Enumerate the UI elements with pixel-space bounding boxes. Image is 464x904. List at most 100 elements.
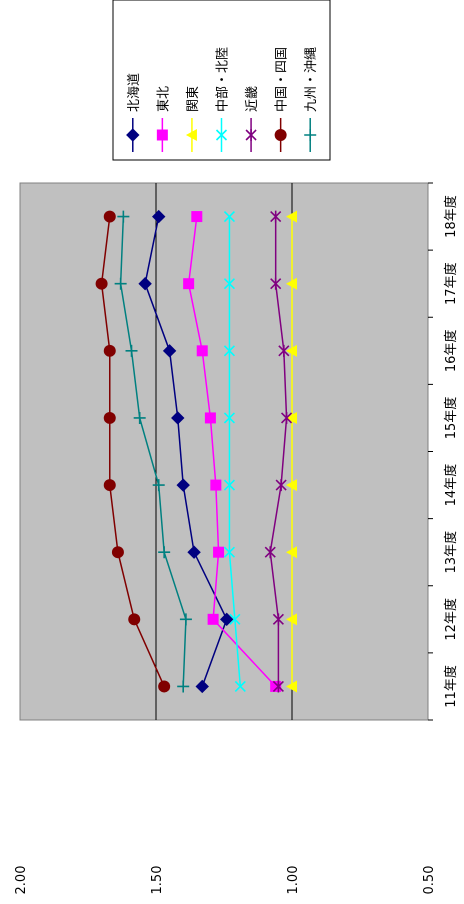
data-point (275, 479, 287, 492)
legend-marker (274, 129, 287, 141)
x-tick-label: 15年度 (443, 397, 459, 440)
data-point (162, 344, 177, 358)
x-tick-label: 11年度 (443, 665, 459, 708)
data-point (272, 680, 284, 693)
series (286, 210, 297, 693)
data-point (223, 479, 236, 491)
data-point (278, 344, 290, 357)
series (223, 210, 246, 693)
legend-marker (156, 129, 168, 141)
legend-item: 北海道 (126, 73, 142, 152)
data-point (183, 278, 195, 290)
category-ticks (428, 182, 433, 721)
data-point (223, 278, 236, 290)
series (95, 210, 171, 693)
legend-label: 九州・沖縄 (304, 47, 319, 112)
data-point (286, 210, 297, 223)
x-tick-label: 13年度 (443, 531, 459, 574)
x-tick-label: 12年度 (443, 598, 459, 641)
data-point (223, 412, 236, 424)
data-point (158, 680, 171, 693)
data-point (187, 545, 201, 559)
data-point (270, 210, 282, 223)
data-point (234, 680, 246, 693)
data-point (111, 546, 124, 559)
legend: 北海道 東北 関東 中部・北陸 近畿 中国・四国 九州・沖縄 (112, 0, 331, 161)
data-point (286, 680, 297, 693)
y-tick-label: 1.00 (286, 866, 301, 895)
legend-label: 東北 (155, 86, 171, 112)
data-point (264, 546, 276, 559)
data-point (286, 411, 297, 424)
legend-item: 中部・北陸 (215, 47, 231, 152)
data-point (191, 211, 203, 223)
data-point (158, 546, 171, 559)
series-line (119, 216, 187, 687)
data-point (103, 479, 116, 492)
data-point (103, 210, 116, 223)
data-point (270, 680, 282, 692)
legend-item: 東北 (155, 86, 171, 152)
legend-marker (185, 129, 197, 141)
legend-marker (215, 129, 228, 141)
y-tick-label: 1.50 (150, 866, 165, 895)
data-point (196, 345, 208, 357)
data-point (128, 613, 141, 626)
legend-label: 近畿 (245, 86, 260, 112)
series (264, 210, 293, 693)
data-point (223, 345, 236, 357)
data-point (176, 478, 190, 492)
series-line (187, 216, 277, 687)
data-point (133, 411, 146, 424)
legend-items: 北海道 東北 関東 中部・北陸 近畿 中国・四国 九州・沖縄 (126, 47, 319, 152)
legend-item: 中国・四国 (274, 47, 290, 152)
data-point (223, 210, 236, 223)
x-tick-label: 18年度 (443, 195, 459, 238)
data-point (103, 411, 116, 424)
series-line (100, 216, 165, 687)
data-point (220, 612, 234, 627)
data-point (117, 210, 130, 223)
series-group (95, 209, 297, 694)
data-point (152, 479, 165, 492)
data-point (179, 613, 192, 626)
data-point (114, 277, 127, 290)
data-point (229, 613, 241, 625)
data-point (272, 613, 284, 626)
plot-area-group (19, 182, 433, 721)
legend-marker (304, 129, 317, 141)
data-point (280, 411, 293, 424)
series (114, 210, 192, 693)
data-point (103, 344, 116, 357)
series (183, 211, 282, 692)
series-line (228, 216, 242, 687)
data-point (207, 613, 219, 625)
legend-item: 九州・沖縄 (304, 47, 319, 152)
data-point (270, 277, 282, 290)
data-point (286, 613, 297, 626)
legend-item: 関東 (185, 86, 201, 152)
data-point (286, 277, 297, 290)
series (138, 209, 234, 694)
y-axis-labels: 0.50 1.00 1.50 2.00 (14, 866, 437, 895)
y-tick-label: 2.00 (14, 866, 29, 895)
data-point (223, 546, 236, 558)
series-line (269, 216, 288, 687)
data-point (95, 277, 108, 290)
data-point (213, 546, 225, 558)
legend-label: 中部・北陸 (215, 47, 231, 112)
data-point (286, 546, 297, 559)
legend-marker (245, 129, 257, 141)
legend-marker (126, 128, 140, 142)
data-point (195, 679, 209, 694)
legend-label: 北海道 (127, 73, 142, 112)
data-point (204, 412, 216, 424)
x-axis-labels: 11年度 12年度 13年度 14年度 15年度 16年度 17年度 18年度 (443, 195, 459, 707)
data-point (286, 344, 297, 357)
x-tick-label: 14年度 (443, 464, 459, 507)
data-point (210, 479, 222, 491)
legend-item: 近畿 (245, 86, 260, 152)
legend-label: 関東 (185, 86, 201, 112)
series-line (144, 216, 228, 687)
